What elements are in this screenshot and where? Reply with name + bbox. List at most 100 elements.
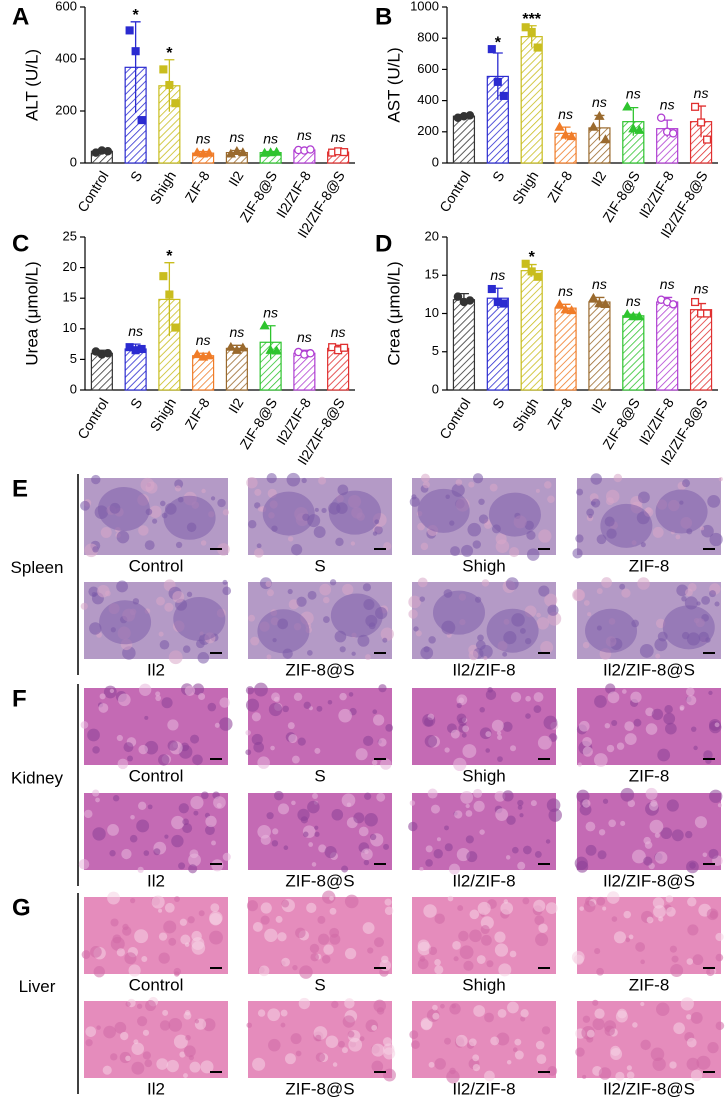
significance-label: ns [229, 324, 244, 340]
x-tick-label: Il2 [225, 395, 247, 416]
histology-image [575, 997, 725, 1082]
image-caption: Il2 [147, 871, 165, 890]
significance-label: ns [660, 276, 675, 292]
y-tick-label: 200 [417, 123, 439, 138]
y-tick-label: 20 [63, 259, 77, 274]
data-point [340, 343, 349, 352]
error-bar [130, 21, 141, 113]
data-point [271, 345, 282, 355]
significance-label: ns [694, 281, 709, 297]
y-axis-label: Crea (μmol/L) [384, 261, 403, 365]
significance-label: *** [522, 11, 541, 28]
y-tick-label: 400 [417, 92, 439, 107]
image-caption: Control [129, 975, 184, 994]
x-tick-label: ZIF-8 [544, 395, 575, 432]
y-tick-label: 10 [425, 305, 439, 320]
x-tick-label: S [127, 168, 146, 184]
data-point [159, 272, 168, 281]
x-tick-label: ZIF-8 [544, 168, 575, 205]
histology-image [412, 687, 559, 772]
y-tick-label: 0 [70, 381, 77, 396]
bar [554, 307, 577, 391]
data-point [192, 349, 203, 359]
data-point [691, 297, 700, 307]
image-caption: ZIF-8@S [285, 871, 354, 890]
image-caption: Il2/ZIF-8@S [603, 660, 695, 679]
y-axis-label: AST (U/L) [384, 47, 403, 122]
data-point [453, 292, 463, 301]
data-point [237, 342, 248, 352]
histology-image [78, 789, 231, 874]
significance-label: ns [592, 276, 607, 292]
x-tick-label: ZIF-8 [182, 168, 213, 205]
data-point [697, 118, 706, 127]
data-point [487, 284, 496, 294]
image-caption: Il2 [147, 660, 165, 679]
y-tick-label: 600 [417, 61, 439, 76]
x-tick-label: S [489, 168, 508, 184]
image-caption: Control [129, 766, 184, 785]
histology-image [571, 891, 724, 978]
significance-label: ns [558, 106, 573, 122]
significance-label: * [529, 249, 536, 266]
histology-image [248, 577, 394, 660]
data-point [103, 147, 113, 156]
bar [656, 301, 679, 391]
histology-image [408, 577, 562, 661]
histology-image [572, 577, 721, 660]
data-point [125, 26, 134, 35]
data-point [231, 145, 242, 155]
bar [689, 309, 713, 391]
histology-image [80, 683, 233, 770]
image-caption: S [314, 975, 325, 994]
y-tick-label: 10 [63, 320, 77, 335]
x-tick-label: Shigh [509, 168, 542, 207]
data-point [204, 350, 215, 360]
panel-label: G [12, 894, 31, 921]
histology-image [84, 996, 228, 1079]
data-point [306, 349, 315, 358]
data-point [103, 349, 113, 358]
data-point [237, 147, 248, 157]
data-point [628, 311, 639, 321]
y-axis-label: Urea (μmol/L) [22, 261, 41, 365]
data-point [533, 272, 542, 281]
bar [225, 347, 248, 391]
image-caption: Shigh [462, 975, 505, 994]
tissue-label: Spleen [11, 558, 64, 577]
data-point [165, 290, 174, 299]
image-caption: Shigh [462, 766, 505, 785]
data-point [306, 145, 315, 154]
significance-label: ns [626, 293, 641, 309]
y-tick-label: 1000 [410, 0, 439, 13]
x-tick-label: Control [74, 395, 111, 442]
significance-label: * [166, 45, 173, 62]
data-point [131, 47, 140, 56]
image-caption: Il2/ZIF-8@S [603, 871, 695, 890]
x-tick-label: Il2 [588, 168, 610, 189]
data-point [165, 80, 174, 90]
panel-label: A [12, 3, 29, 30]
histology-image [409, 473, 556, 561]
data-point [554, 121, 565, 131]
image-caption: Il2/ZIF-8 [452, 1079, 515, 1098]
significance-label: ns [331, 129, 346, 145]
data-point [588, 121, 599, 131]
significance-label: ns [490, 267, 505, 283]
data-point [137, 344, 146, 354]
bar [192, 355, 215, 391]
histology-image [81, 891, 228, 978]
bar [452, 115, 476, 164]
data-point [691, 102, 700, 111]
histology-image [574, 787, 723, 874]
y-tick-label: 5 [70, 351, 77, 366]
data-point [137, 116, 146, 125]
data-point [560, 129, 571, 139]
histology-image [80, 579, 232, 665]
data-point [628, 123, 639, 133]
data-point [622, 308, 633, 318]
image-caption: Il2/ZIF-8 [452, 871, 515, 890]
y-tick-label: 5 [432, 343, 439, 358]
data-point [560, 304, 571, 314]
bar [622, 315, 645, 391]
